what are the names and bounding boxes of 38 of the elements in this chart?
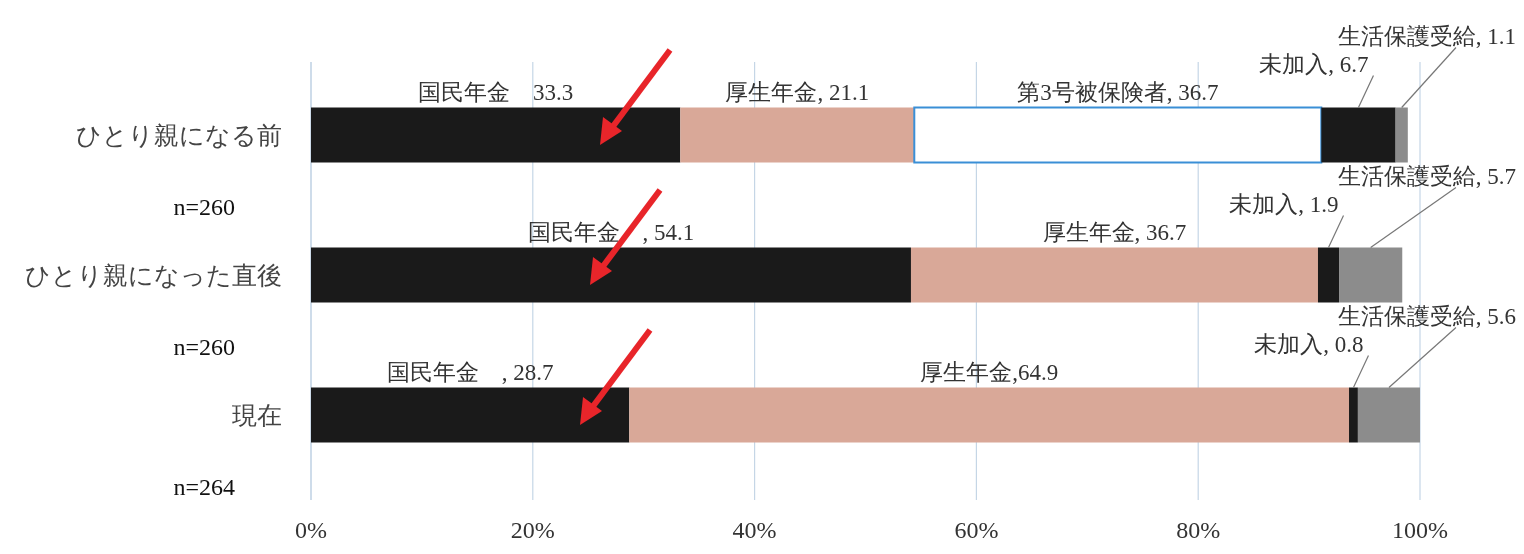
bar — [1357, 387, 1420, 443]
y-tick-label: 現在 — [232, 402, 282, 429]
data-label: 未加入, 0.8 — [1254, 331, 1364, 357]
bar — [1349, 387, 1358, 443]
x-tick-label: 20% — [510, 517, 555, 543]
text: n=260 — [173, 334, 235, 360]
data-label: 生活保護受給, 5.7 — [1337, 163, 1516, 189]
bar — [311, 247, 911, 303]
bar — [311, 107, 681, 163]
x-tick-label: 40% — [732, 517, 777, 543]
bar — [910, 247, 1318, 303]
bar — [629, 387, 1350, 443]
bar — [1395, 107, 1408, 163]
data-label: 厚生年金, 36.7 — [1042, 219, 1187, 245]
data-label: 国民年金 , 28.7 — [386, 359, 554, 385]
data-label: 生活保護受給, 5.6 — [1337, 303, 1516, 329]
bar — [1339, 247, 1403, 303]
data-label: 国民年金 , 54.1 — [527, 219, 695, 245]
data-label: 厚生年金, 21.1 — [725, 79, 870, 105]
bar — [680, 107, 915, 163]
text: n=260 — [173, 194, 235, 220]
x-tick-label: 100% — [1392, 517, 1448, 543]
data-label: 生活保護受給, 1.1 — [1337, 23, 1516, 49]
bar — [311, 387, 630, 443]
data-label: 未加入, 1.9 — [1229, 191, 1339, 217]
bar — [1317, 247, 1340, 303]
x-tick-label: 80% — [1176, 517, 1221, 543]
data-label: 国民年金 33.3 — [418, 79, 574, 105]
x-tick-label: 0% — [295, 517, 327, 543]
data-label: 未加入, 6.7 — [1259, 51, 1369, 77]
bar — [1321, 107, 1396, 163]
text: n=264 — [173, 474, 235, 500]
data-label: 第3号被保険者, 36.7 — [1017, 79, 1219, 105]
bar — [913, 106, 1323, 164]
y-tick-label: ひとり親になる前 — [76, 122, 282, 149]
data-label: 厚生年金,64.9 — [920, 359, 1059, 385]
x-tick-label: 60% — [954, 517, 999, 543]
y-tick-label: ひとり親になった直後 — [25, 262, 282, 289]
